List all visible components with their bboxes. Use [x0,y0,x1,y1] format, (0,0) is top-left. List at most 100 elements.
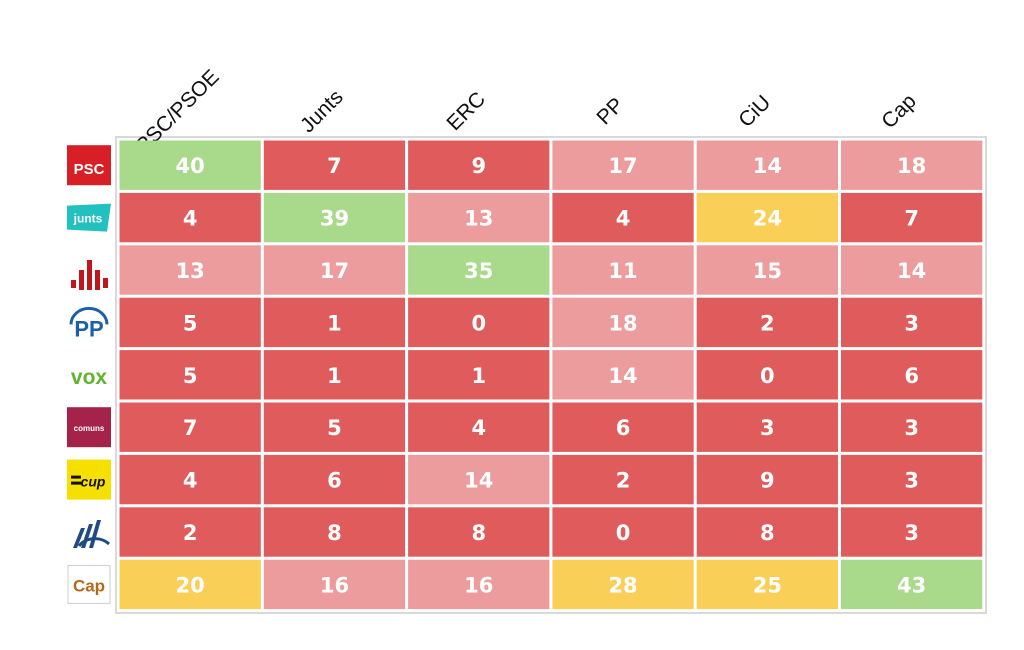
logo-arc [69,306,109,325]
cell-value: 7 [183,416,198,440]
cell-value: 4 [471,416,486,440]
cell-vox-erc [408,350,550,400]
logo-stripe [89,520,101,548]
logo-cap-icon: Cap [67,564,111,604]
logo-bar [103,278,108,288]
cell-psc-junts [263,140,406,190]
cell-alian-a-junts [263,507,406,557]
row-logos: PSC junts PP vox comuns cup Cap [67,145,111,604]
cell-vox-junts [263,350,406,400]
logo-stripe [71,475,81,479]
cell-alian-a-pp [552,507,694,557]
cell-value: 18 [897,154,926,178]
cell-pp-pp [552,297,694,348]
logo-vox-icon: vox [71,366,108,389]
cell-value: 18 [608,311,637,335]
cell-erc-cap [841,245,983,295]
cell-value: 2 [616,469,631,493]
cell-value: 2 [760,311,775,335]
cell-value: 0 [616,521,631,545]
cell-value: 14 [753,154,782,178]
logo-stripe [73,528,85,548]
cell-value: 25 [753,573,782,597]
cell-value: 2 [183,521,198,545]
heatmap-outer-border [115,136,987,614]
logo-psc-icon: PSC [67,145,111,186]
cell-value: 9 [760,469,775,493]
cell-comuns-junts [263,402,406,452]
cell-value: 5 [183,311,198,335]
logo-cup-icon: cup [67,459,111,500]
logo-bg [67,145,111,186]
cell-pp-psc-psoe [119,297,261,348]
cell-alian-a-erc [408,507,550,557]
cell-cup-junts [263,454,406,505]
cell-value: 0 [760,364,775,388]
cell-value: 6 [327,469,342,493]
logo-label: vox [71,366,108,389]
cell-value: 3 [904,416,919,440]
logo-pp-icon: PP [69,306,109,341]
cell-value: 24 [753,207,782,231]
logo-bar [87,260,92,290]
logo-bar [95,270,100,290]
cell-value: 4 [183,207,198,231]
cell-junts-psc-psoe [119,192,261,243]
logo-label: PSC [74,161,105,178]
logo-label: PP [74,316,103,341]
cell-comuns-psc-psoe [119,402,261,452]
logo-junts-icon: junts [67,203,111,232]
column-label-junts: Junts [296,86,348,138]
cell-value: 35 [464,259,493,283]
cell-value: 5 [327,416,342,440]
cell-erc-psc-psoe [119,245,261,295]
cell-value: 15 [753,259,782,283]
cell-erc-junts [263,245,406,295]
logo-label: cup [81,474,106,490]
cell-value: 13 [464,207,493,231]
cell-value: 28 [608,573,637,597]
cell-psc-erc [408,140,550,190]
cell-value: 14 [464,469,493,493]
cell-value: 4 [183,469,198,493]
cell-value: 20 [176,573,205,597]
cell-value: 14 [608,364,637,388]
cell-junts-erc [408,192,550,243]
cell-value: 5 [183,364,198,388]
logo-stripe [71,481,81,485]
cell-psc-psc-psoe [119,140,261,190]
logo-bg [67,407,111,448]
cell-junts-junts [263,192,406,243]
column-label-pp: PP [592,93,628,129]
cell-comuns-ciu [696,402,838,452]
cell-value: 3 [904,469,919,493]
cell-comuns-erc [408,402,550,452]
cell-vox-cap [841,350,983,400]
cell-junts-ciu [696,192,838,243]
logo-bg [67,459,111,500]
cell-pp-erc [408,297,550,348]
cell-value: 3 [760,416,775,440]
logo-bg [67,564,111,604]
cell-comuns-pp [552,402,694,452]
cell-psc-cap [841,140,983,190]
cell-value: 14 [897,259,926,283]
cell-cap-erc [408,559,550,610]
cell-psc-ciu [696,140,838,190]
cell-value: 16 [320,573,349,597]
logo-label: comuns [74,424,105,433]
heatmap-cells: 40 7 9 17 14 184 39 13 4 24 713 17 35 11 15 145 1 0 18 2 35 1… [119,140,983,610]
cell-cup-psc-psoe [119,454,261,505]
cell-value: 1 [471,364,486,388]
logo-bar [71,280,76,288]
cell-erc-ciu [696,245,838,295]
cell-alian-a-psc-psoe [119,507,261,557]
cell-value: 6 [904,364,919,388]
logo-bg [67,203,111,232]
cell-value: 9 [471,154,486,178]
cell-value: 6 [616,416,631,440]
column-label-ciu: CiU [734,91,775,132]
cell-value: 17 [608,154,637,178]
cell-value: 8 [471,521,486,545]
